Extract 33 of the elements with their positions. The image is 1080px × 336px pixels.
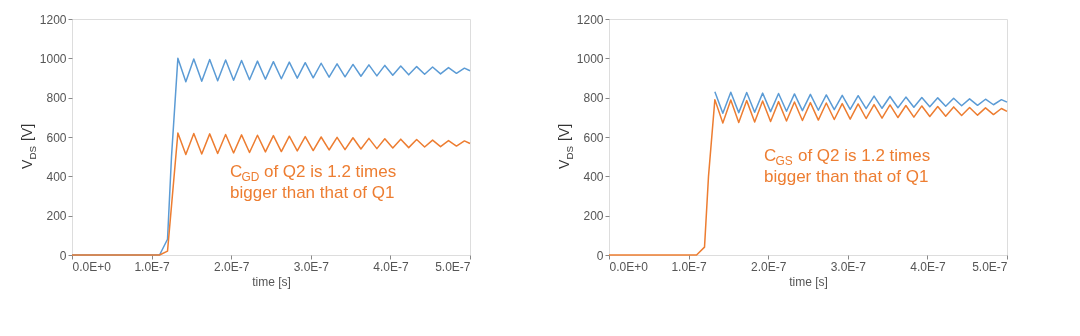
y-tick-label: 800: [583, 91, 604, 106]
y-tick-label: 1200: [576, 12, 604, 27]
y-tick-label: 1200: [39, 12, 67, 27]
y-axis-title: VDS [V]: [556, 123, 575, 169]
x-tick-label: 5.0E-7: [435, 259, 471, 274]
y-tick-label: 200: [583, 209, 604, 224]
x-tick-label: 0.0E+0: [609, 259, 649, 274]
y-tick-label: 800: [46, 91, 67, 106]
y-tick-label: 0: [59, 248, 67, 263]
y-tick-label: 600: [583, 130, 604, 145]
x-axis-title: time [s]: [789, 274, 828, 289]
x-tick-label: 2.0E-7: [751, 259, 787, 274]
x-tick-label: 4.0E-7: [910, 259, 946, 274]
x-tick-label: 3.0E-7: [293, 259, 330, 274]
y-tick-label: 200: [46, 209, 67, 224]
x-tick-label: 2.0E-7: [214, 259, 250, 274]
x-tick-label: 1.0E-7: [671, 259, 708, 274]
x-axis-title: time [s]: [252, 274, 291, 289]
x-tick-label: 1.0E-7: [134, 259, 171, 274]
x-tick-label: 4.0E-7: [373, 259, 409, 274]
x-tick-label: 5.0E-7: [972, 259, 1008, 274]
y-tick-label: 600: [46, 130, 67, 145]
y-tick-label: 0: [596, 248, 604, 263]
y-tick-label: 400: [583, 169, 604, 184]
line-series: [608, 98, 1008, 256]
line-series: [71, 132, 471, 256]
y-axis-title: VDS [V]: [19, 123, 38, 169]
x-tick-label: 3.0E-7: [830, 259, 867, 274]
y-tick-label: 400: [46, 169, 67, 184]
x-tick-label: 0.0E+0: [72, 259, 112, 274]
y-tick-label: 1000: [39, 51, 67, 66]
y-tick-label: 1000: [576, 51, 604, 66]
line-series: [714, 91, 1008, 114]
